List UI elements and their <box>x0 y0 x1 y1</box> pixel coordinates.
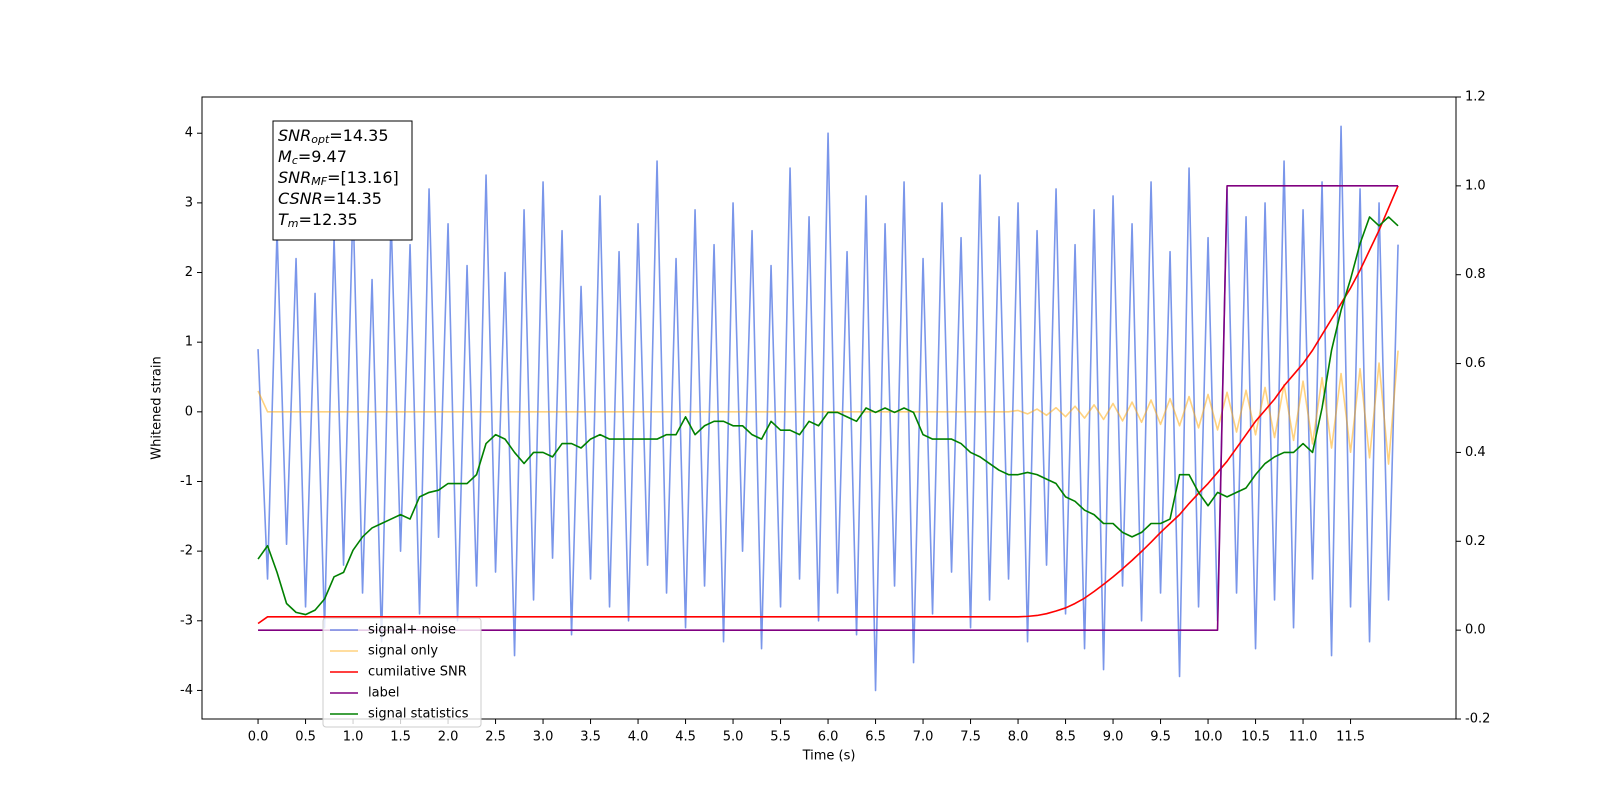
x-tick-label: 10.0 <box>1194 730 1223 745</box>
y2-tick-label: 0.0 <box>1465 623 1486 638</box>
annotation-line: CSNR=14.35 <box>278 189 382 208</box>
annotation-subscript: c <box>292 154 298 167</box>
x-tick-label: 0.5 <box>295 730 316 745</box>
legend-label: signal only <box>368 644 438 659</box>
y2-tick-label: 0.6 <box>1465 356 1486 371</box>
legend-label: label <box>368 686 399 701</box>
x-tick-label: 0.0 <box>248 730 269 745</box>
x-tick-label: 2.5 <box>485 730 506 745</box>
annotation-text: =[13.16] <box>327 168 399 187</box>
x-tick-label: 5.5 <box>770 730 791 745</box>
y-tick-label: 4 <box>185 126 193 141</box>
series-line <box>257 350 1399 465</box>
plot-frame <box>201 96 1457 720</box>
x-tick-label: 4.0 <box>628 730 649 745</box>
y2-tick-label: 0.4 <box>1465 445 1486 460</box>
legend-label: signal statistics <box>368 707 469 722</box>
x-tick-label: 7.5 <box>960 730 981 745</box>
x-tick-label: 11.0 <box>1289 730 1318 745</box>
series-line <box>257 125 1399 692</box>
y-tick-label: 3 <box>185 195 193 210</box>
annotation-text: =14.35 <box>329 126 388 145</box>
x-tick-label: 11.5 <box>1336 730 1365 745</box>
annotation-symbol: T <box>278 210 289 229</box>
y2-tick-label: 0.8 <box>1465 267 1486 282</box>
y2-tick-label: 1.0 <box>1465 178 1486 193</box>
x-tick-label: 4.5 <box>675 730 696 745</box>
y-tick-label: -2 <box>180 544 193 559</box>
annotation-text: =12.35 <box>299 210 358 229</box>
y-tick-label: 0 <box>185 404 193 419</box>
x-tick-label: 6.5 <box>865 730 886 745</box>
x-tick-label: 7.0 <box>913 730 934 745</box>
y-tick-label: -3 <box>180 613 193 628</box>
x-tick-label: 6.0 <box>818 730 839 745</box>
x-tick-label: 1.0 <box>343 730 364 745</box>
annotation-line: SNRopt=14.35 <box>278 126 389 147</box>
annotation-symbol: SNR <box>278 126 311 145</box>
x-tick-label: 9.5 <box>1150 730 1171 745</box>
annotation-box <box>272 120 413 241</box>
x-tick-label: 8.5 <box>1055 730 1076 745</box>
x-tick-label: 10.5 <box>1241 730 1270 745</box>
x-tick-label: 2.0 <box>438 730 459 745</box>
x-tick-label: 1.5 <box>390 730 411 745</box>
x-tick-label: 8.0 <box>1008 730 1029 745</box>
series-line <box>257 185 1399 625</box>
annotation-text: =9.47 <box>298 147 347 166</box>
annotation-line: Tm=12.35 <box>278 210 358 231</box>
y-tick-label: 2 <box>185 265 193 280</box>
y-tick-label: -1 <box>180 474 193 489</box>
legend-label: signal+ noise <box>368 623 456 638</box>
x-tick-label: 5.0 <box>723 730 744 745</box>
annotation-line: SNRMF=[13.16] <box>278 168 399 189</box>
x-tick-label: 3.5 <box>580 730 601 745</box>
series-line <box>257 216 1399 616</box>
y-tick-label: 1 <box>185 335 193 350</box>
annotation-subscript: opt <box>311 133 330 146</box>
legend-label: cumilative SNR <box>368 665 467 680</box>
annotation-symbol: SNR <box>278 168 311 187</box>
y2-tick-label: 1.2 <box>1465 90 1486 105</box>
y-axis-label: Whitened strain <box>150 356 165 459</box>
y-tick-label: -4 <box>180 683 193 698</box>
annotation-symbol: M <box>278 147 292 166</box>
annotation-symbol: CSNR <box>278 189 323 208</box>
series-line <box>258 185 1399 631</box>
x-tick-label: 3.0 <box>533 730 554 745</box>
annotation-text: =14.35 <box>323 189 382 208</box>
annotation-subscript: m <box>288 217 299 230</box>
annotation-line: Mc=9.47 <box>278 147 347 168</box>
legend-box <box>322 617 482 728</box>
x-axis-label: Time (s) <box>802 749 856 764</box>
y2-tick-label: -0.2 <box>1465 712 1490 727</box>
y2-tick-label: 0.2 <box>1465 534 1486 549</box>
x-tick-label: 9.0 <box>1103 730 1124 745</box>
annotation-subscript: MF <box>311 175 327 188</box>
